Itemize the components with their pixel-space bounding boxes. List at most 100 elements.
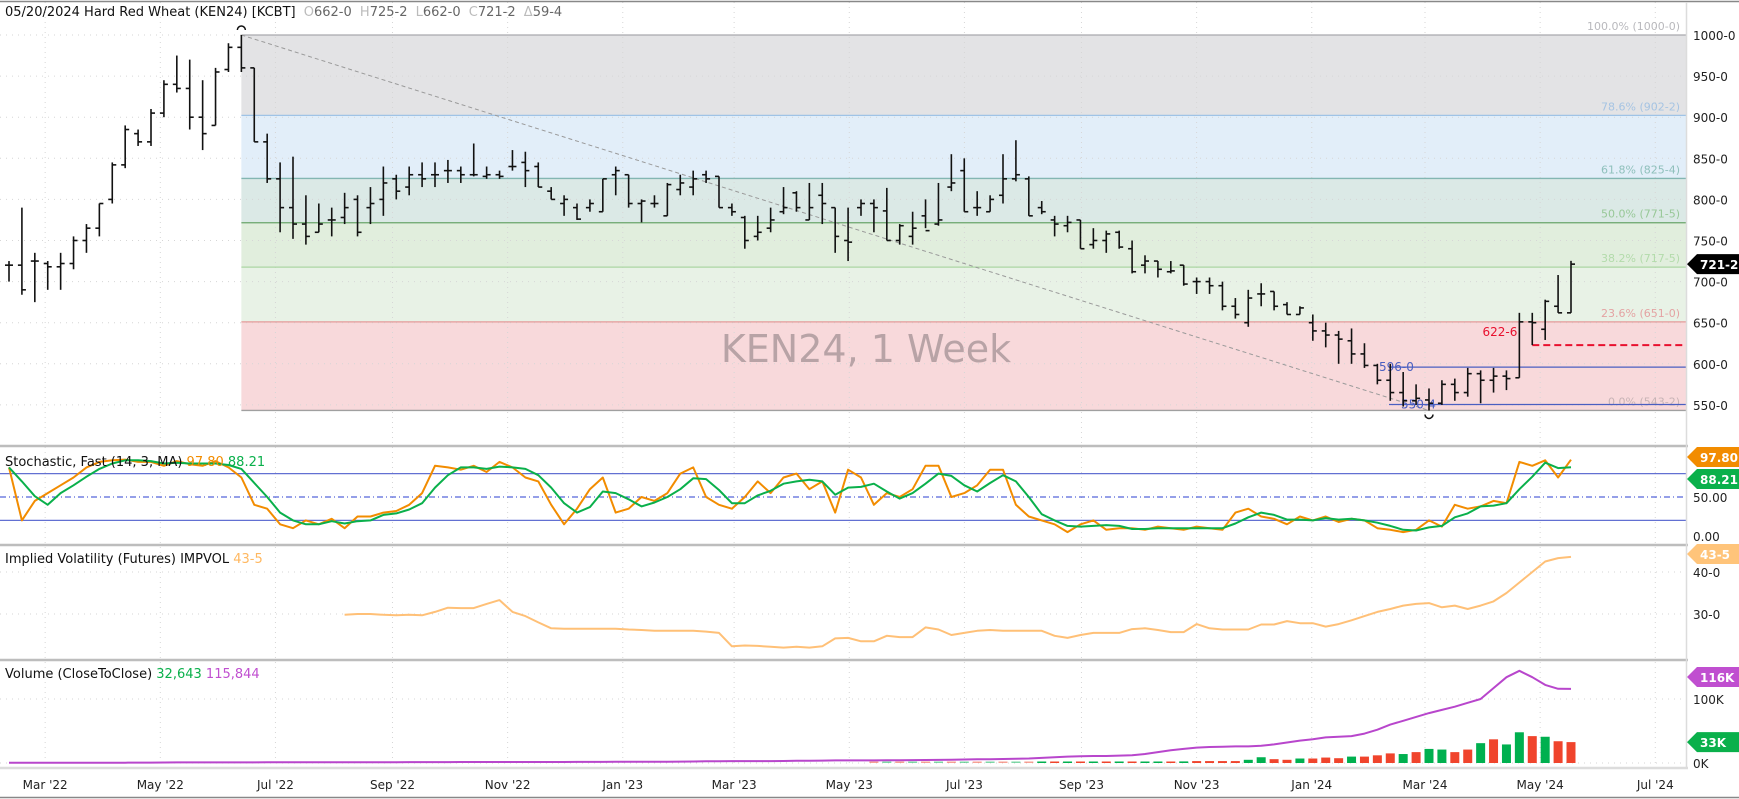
fib-retracement-lines[interactable]: 100.0% (1000-0) 78.6% (902-2) 61.8% (825-4… — [236, 20, 1686, 420]
price-bar — [1541, 299, 1550, 340]
price-bar — [1489, 367, 1498, 393]
price-bar — [715, 175, 723, 209]
volume-bar — [1205, 761, 1215, 763]
x-axis-tick-label: Mar '22 — [23, 778, 68, 792]
volume-bar — [1063, 761, 1073, 763]
price-bar — [1257, 283, 1266, 307]
volume-average-tag-shape — [1687, 667, 1739, 687]
price-bar — [108, 162, 117, 204]
price-bar — [1567, 260, 1575, 314]
price-bar — [986, 195, 995, 213]
price-bar — [17, 207, 26, 295]
price-bar — [1050, 215, 1059, 237]
price-bar — [1102, 230, 1111, 253]
price-bar — [1476, 370, 1485, 404]
volume-bar — [1424, 748, 1434, 763]
volume-tag-shape — [1687, 732, 1739, 753]
price-bar — [1231, 298, 1240, 319]
price-bar — [908, 211, 917, 245]
price-bar — [702, 170, 711, 183]
price-bar — [431, 162, 439, 188]
volume-bar — [1037, 761, 1047, 763]
annotation-label: 622-6 — [1482, 325, 1517, 339]
x-axis-tick-label: Jul '23 — [945, 778, 983, 792]
close-value: 721-2 — [478, 5, 516, 20]
fib-level-label: 61.8% (825-4) — [1601, 163, 1680, 176]
price-axis-label: 900-0 — [1693, 111, 1728, 125]
volume-bar — [1321, 757, 1331, 763]
price-bar — [1347, 328, 1356, 364]
volume-bar — [985, 761, 995, 763]
pivot-low-marker — [1424, 414, 1434, 420]
impvol-tag-shape — [1687, 544, 1739, 564]
price-bar — [1270, 290, 1279, 311]
volume-bar — [1411, 752, 1421, 763]
volume-bar — [882, 761, 892, 763]
price-bar — [585, 199, 594, 212]
price-bar — [882, 187, 891, 242]
price-bar — [392, 174, 401, 200]
price-bar — [1179, 264, 1188, 286]
price-bar — [418, 162, 427, 188]
volume-bar — [1101, 761, 1111, 763]
volume-bar — [1217, 761, 1227, 763]
impvol-title: Implied Volatility (Futures) IMPVOL — [5, 552, 230, 567]
volume-bar — [1359, 756, 1369, 763]
volume-bar — [1540, 736, 1550, 763]
price-bar — [1437, 380, 1446, 405]
price-bar — [831, 206, 840, 253]
stochastic-k-tag: 97.80 — [1700, 451, 1738, 465]
fib-band — [241, 321, 1686, 411]
volume-average-value: 115,844 — [206, 667, 260, 682]
volume-bar — [1114, 761, 1124, 763]
price-bar — [1218, 281, 1227, 311]
open-label: O — [304, 5, 314, 20]
impvol-tag: 43-5 — [1700, 548, 1730, 562]
price-bar — [1166, 261, 1175, 274]
impvol-value: 43-5 — [233, 552, 263, 567]
price-axis-label: 800-0 — [1693, 193, 1728, 207]
low-value: 662-0 — [423, 5, 461, 20]
price-bar — [353, 195, 362, 237]
volume-bar — [1476, 743, 1486, 763]
volume-bar — [1024, 761, 1034, 763]
x-axis-tick-label: Jan '24 — [1290, 778, 1332, 792]
price-bar — [1153, 260, 1162, 278]
fib-band — [241, 267, 1686, 322]
fib-level-label: 38.2% (717-5) — [1601, 252, 1680, 265]
fib-trendline[interactable] — [241, 34, 1430, 411]
price-bar — [198, 80, 207, 151]
price-bar — [340, 192, 349, 225]
price-bar — [753, 215, 762, 241]
volume-bar — [1334, 758, 1344, 763]
x-axis-tick-label: Mar '24 — [1402, 778, 1447, 792]
stochastic-d-line — [8, 459, 1572, 532]
price-bar — [250, 67, 259, 143]
price-bar — [1024, 176, 1033, 217]
volume-bar — [1243, 759, 1253, 763]
price-bar — [456, 166, 465, 183]
volume-value: 32,643 — [156, 667, 202, 682]
price-bar — [534, 162, 543, 188]
open-value: 662-0 — [314, 5, 352, 20]
price-bar — [792, 191, 801, 212]
price-axis-label: 700-0 — [1693, 276, 1728, 290]
volume-bar — [1011, 761, 1021, 763]
price-bar — [1463, 367, 1472, 397]
price-bar — [1450, 378, 1459, 401]
x-axis-tick-label: Mar '23 — [712, 778, 757, 792]
volume-bar — [1179, 761, 1189, 763]
volume-tag: 33K — [1700, 736, 1727, 750]
annotation-label: 550-4 — [1401, 397, 1436, 411]
price-bar — [1554, 275, 1563, 314]
price-bar — [469, 143, 478, 177]
price-axis-label: 650-0 — [1693, 317, 1728, 331]
chart-header: 05/20/2024 Hard Red Wheat (KEN24) [KCBT]… — [5, 5, 562, 20]
price-bar — [224, 43, 233, 72]
change-label: Δ — [524, 5, 533, 20]
price-bar — [366, 187, 375, 225]
price-bar — [1063, 215, 1072, 233]
price-bars — [5, 35, 1575, 411]
